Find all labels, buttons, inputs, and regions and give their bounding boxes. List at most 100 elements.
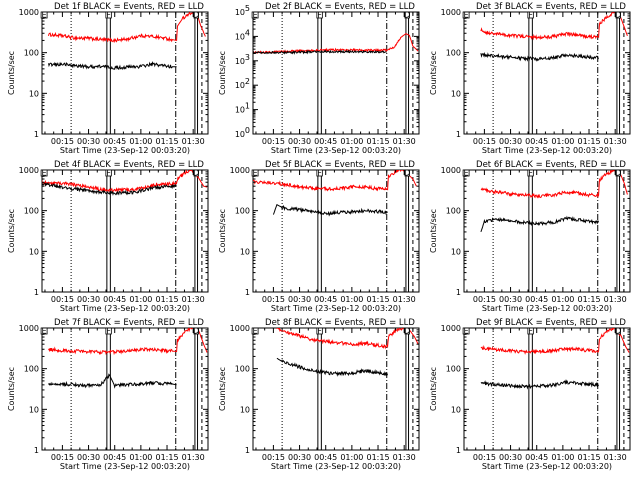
x-tick-label: 00:45 bbox=[314, 137, 337, 146]
marker-label-box bbox=[404, 327, 410, 335]
marker-label: D bbox=[615, 169, 621, 178]
x-tick-label: 00:30 bbox=[77, 137, 100, 146]
marker-label-box bbox=[527, 327, 534, 335]
y-tick-label: 10 bbox=[235, 57, 245, 66]
y-tick-label: 10 bbox=[240, 247, 250, 256]
lld-series-line bbox=[480, 328, 630, 355]
plot-frame bbox=[252, 327, 420, 451]
x-tick-label: 00:30 bbox=[499, 295, 522, 304]
x-tick-label: 00:30 bbox=[499, 137, 522, 146]
y-tick-label: 1 bbox=[456, 288, 461, 297]
x-axis-label: Start Time (23-Sep-12 00:03:20) bbox=[60, 304, 190, 313]
x-tick-label: 00:45 bbox=[525, 453, 548, 462]
y-tick-label: 1 bbox=[456, 446, 461, 455]
lld-series-line bbox=[253, 170, 417, 192]
marker-label: F bbox=[317, 11, 322, 20]
plot-frame bbox=[463, 11, 631, 135]
marker-label: E bbox=[464, 327, 469, 336]
y-tick-label: 1 bbox=[34, 130, 39, 139]
x-axis-label: Start Time (23-Sep-12 00:03:20) bbox=[271, 304, 401, 313]
x-axis-label: Start Time (23-Sep-12 00:03:20) bbox=[482, 146, 612, 155]
panel-title: Det 7f BLACK = Events, RED = LLD bbox=[54, 318, 204, 328]
chart-panel: Det 3f BLACK = Events, RED = LLD 1 10 100 10… bbox=[429, 2, 631, 155]
y-tick-label: 1000 bbox=[230, 166, 250, 175]
plot-frame bbox=[41, 327, 209, 451]
x-tick-label: 01:30 bbox=[393, 137, 416, 146]
x-tick-label: 00:15 bbox=[473, 453, 496, 462]
marker-label: E bbox=[42, 11, 47, 20]
events-series-line bbox=[42, 181, 177, 196]
x-tick-label: 00:30 bbox=[77, 453, 100, 462]
y-tick-label: 10 bbox=[451, 89, 461, 98]
y-tick-label: 10 bbox=[451, 247, 461, 256]
marker-label-box bbox=[193, 327, 199, 335]
y-axis-label: Counts/sec bbox=[429, 367, 438, 411]
x-axis-label: Start Time (23-Sep-12 00:03:20) bbox=[482, 462, 612, 471]
y-axis-label: Counts/sec bbox=[7, 367, 16, 411]
marker-label-box bbox=[40, 327, 48, 335]
panel-title: Det 6f BLACK = Events, RED = LLD bbox=[476, 160, 626, 170]
marker-label: F bbox=[528, 11, 533, 20]
events-series-line bbox=[48, 373, 177, 389]
x-tick-label: 01:15 bbox=[155, 137, 178, 146]
y-axis-label: Counts/sec bbox=[218, 367, 227, 411]
plot-area bbox=[480, 328, 630, 450]
marker-label: D bbox=[404, 169, 410, 178]
marker-label: F bbox=[528, 327, 533, 336]
plot-frame bbox=[252, 169, 420, 293]
x-tick-label: 00:45 bbox=[314, 295, 337, 304]
x-tick-label: 01:15 bbox=[366, 295, 389, 304]
y-tick-label: 10 bbox=[240, 405, 250, 414]
marker-label: D bbox=[193, 327, 199, 336]
y-tick-label: 100 bbox=[446, 207, 461, 216]
x-tick-label: 01:00 bbox=[340, 295, 363, 304]
x-tick-label: 00:45 bbox=[525, 295, 548, 304]
chart-panel: Det 1f BLACK = Events, RED = LLD 1 10 100 10… bbox=[7, 2, 209, 155]
y-tick-label: 100 bbox=[24, 49, 39, 58]
marker-label: E bbox=[253, 11, 258, 20]
y-tick-label: 10 bbox=[235, 8, 245, 17]
marker-label-box bbox=[462, 169, 470, 177]
x-tick-label: 01:15 bbox=[155, 453, 178, 462]
x-tick-label: 00:30 bbox=[288, 453, 311, 462]
marker-label: D bbox=[193, 11, 199, 20]
marker-label: E bbox=[42, 327, 47, 336]
lld-series-line bbox=[480, 12, 628, 41]
panel-title: Det 2f BLACK = Events, RED = LLD bbox=[265, 2, 415, 12]
chart-panel: Det 4f BLACK = Events, RED = LLD 1 10 100 10… bbox=[7, 160, 209, 313]
marker-label-box bbox=[193, 11, 199, 19]
x-tick-label: 01:00 bbox=[551, 453, 574, 462]
y-tick-label: 1000 bbox=[19, 324, 39, 333]
x-tick-label: 00:15 bbox=[262, 453, 285, 462]
y-tick-label: 1000 bbox=[19, 8, 39, 17]
events-series-line bbox=[480, 215, 600, 233]
y-tick-exponent: 1 bbox=[245, 102, 250, 111]
marker-label: E bbox=[253, 327, 258, 336]
marker-label-box bbox=[105, 11, 112, 19]
marker-label: F bbox=[528, 169, 533, 178]
y-tick-label: 1000 bbox=[441, 166, 461, 175]
events-series-line bbox=[480, 379, 600, 390]
lld-series-line bbox=[480, 170, 628, 199]
marker-label-box bbox=[251, 327, 259, 335]
x-tick-label: 00:45 bbox=[314, 453, 337, 462]
lld-series-line bbox=[48, 328, 208, 356]
y-tick-exponent: 2 bbox=[245, 77, 250, 86]
x-tick-label: 01:00 bbox=[551, 137, 574, 146]
marker-label: E bbox=[464, 11, 469, 20]
marker-label: D bbox=[615, 11, 621, 20]
y-tick-label: 10 bbox=[29, 89, 39, 98]
plot-area bbox=[253, 12, 419, 134]
plot-area bbox=[276, 328, 419, 450]
y-tick-label: 1000 bbox=[230, 324, 250, 333]
marker-label-box bbox=[527, 169, 534, 177]
y-tick-label: 10 bbox=[451, 405, 461, 414]
panel-title: Det 8f BLACK = Events, RED = LLD bbox=[265, 318, 415, 328]
y-tick-label: 100 bbox=[24, 365, 39, 374]
marker-label-box bbox=[251, 169, 259, 177]
marker-label-box bbox=[40, 11, 48, 19]
plot-area bbox=[48, 328, 208, 450]
y-tick-label: 10 bbox=[29, 405, 39, 414]
y-tick-exponent: 3 bbox=[245, 53, 250, 62]
x-tick-label: 00:15 bbox=[51, 453, 74, 462]
